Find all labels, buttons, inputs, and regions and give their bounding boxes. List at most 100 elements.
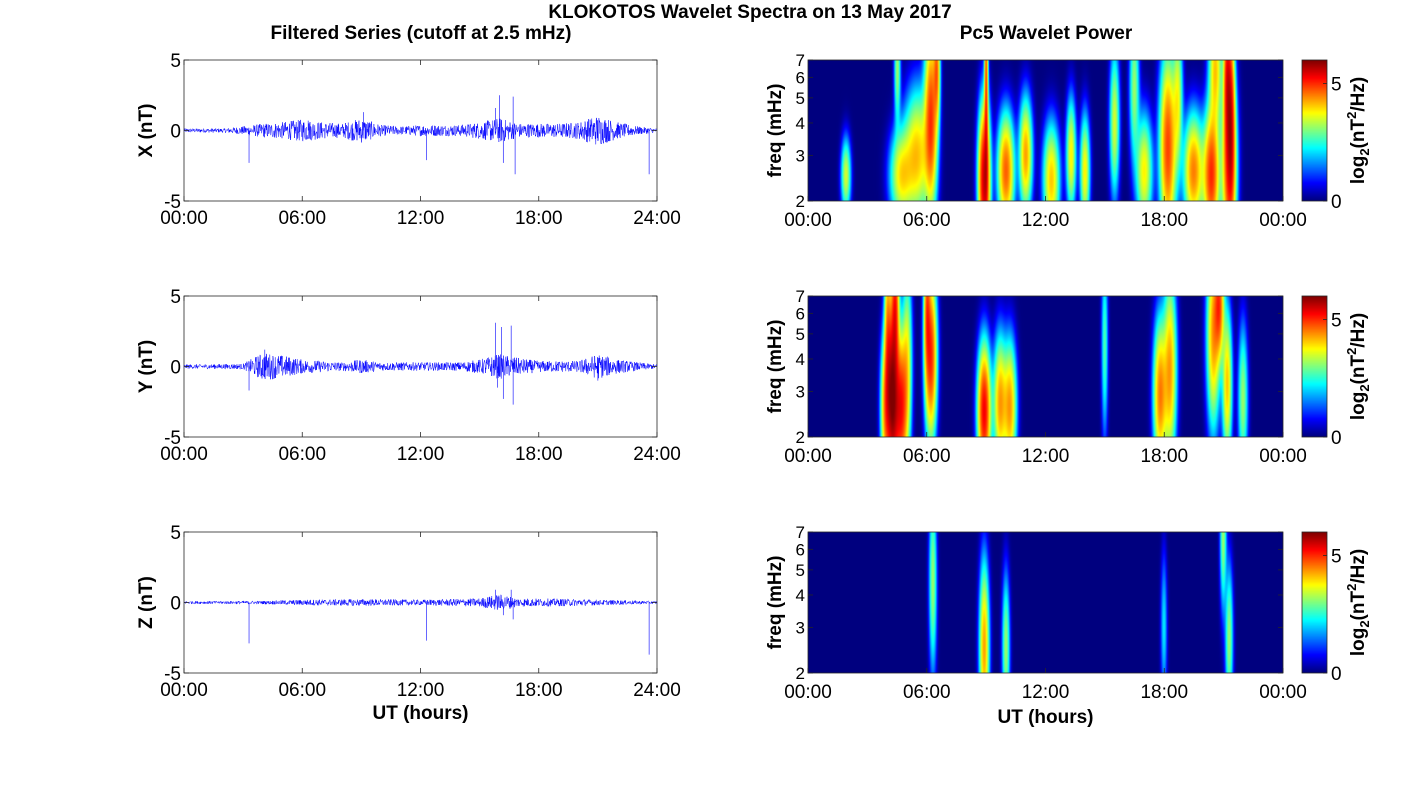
x-colorbar-tick-label: 0 (1331, 192, 1342, 213)
z-spectrum-ylabel: freq (mHz) (765, 556, 786, 650)
z-series-trace (183, 594, 658, 611)
figure-title: KLOKOTOS Wavelet Spectra on 13 May 2017 (548, 2, 951, 23)
z-colorbar-tick-label: 5 (1331, 547, 1342, 568)
z-series-xtick-label: 06:00 (278, 680, 326, 701)
x-series-xtick-label: 18:00 (515, 208, 563, 229)
z-spectrum-ytick-label: 2 (796, 664, 805, 683)
y-series-ytick-label: -5 (164, 428, 181, 449)
y-spectrum-xtick-label: 00:00 (1259, 446, 1307, 467)
x-spectrum-heatmap (808, 60, 1283, 201)
x-series-ytick-label: 0 (170, 122, 181, 143)
x-spectrum-ylabel: freq (mHz) (765, 84, 786, 178)
y-spectrum-ytick-label: 4 (796, 350, 805, 369)
y-series-xtick-label: 12:00 (397, 444, 445, 465)
z-spectrum-xtick-label: 12:00 (1022, 682, 1070, 703)
y-colorbar (1301, 295, 1328, 438)
x-colorbar-frame (1301, 59, 1328, 202)
z-series-xtick-label: 24:00 (633, 680, 681, 701)
x-series-ytick-label: 5 (170, 51, 181, 72)
x-colorbar (1301, 59, 1328, 202)
y-series-xtick-label: 06:00 (278, 444, 326, 465)
y-spectrum-xtick-label: 00:00 (784, 446, 832, 467)
y-spectrum-ytick-label: 3 (796, 382, 805, 401)
y-series-xtick-label: 18:00 (515, 444, 563, 465)
x-colorbar-label: log2(nT2/Hz) (1344, 77, 1372, 184)
y-series-ytick-label: 5 (170, 287, 181, 308)
y-spectrum-ytick-label: 5 (796, 325, 805, 344)
z-spectrum-xtick-label: 18:00 (1140, 682, 1188, 703)
y-colorbar-tick-label: 0 (1331, 428, 1342, 449)
z-spectrum-ytick-label: 5 (796, 561, 805, 580)
left-column-title: Filtered Series (cutoff at 2.5 mHz) (271, 23, 572, 44)
y-spectrum-ylabel: freq (mHz) (765, 320, 786, 414)
z-spectrum-xlabel: UT (hours) (997, 707, 1093, 728)
z-series-xtick-label: 18:00 (515, 680, 563, 701)
z-colorbar-tick-label: 0 (1331, 664, 1342, 685)
x-spectrum-ytick-label: 6 (796, 68, 805, 87)
y-colorbar-frame (1301, 295, 1328, 438)
x-series-xtick-label: 00:00 (160, 208, 208, 229)
x-series-xtick-label: 06:00 (278, 208, 326, 229)
z-colorbar-gradient (1302, 532, 1327, 673)
z-series-xtick-label: 00:00 (160, 680, 208, 701)
z-series-ylabel: Z (nT) (136, 576, 157, 629)
z-colorbar (1301, 531, 1328, 674)
y-spectrum-ytick-label: 6 (796, 304, 805, 323)
panels (183, 59, 1328, 674)
y-spectrum-xtick-label: 06:00 (903, 446, 951, 467)
y-series-trace (183, 353, 658, 380)
x-spectrum-ytick-label: 4 (796, 114, 805, 133)
x-spectrum-ytick-label: 2 (796, 192, 805, 211)
y-spectrum-xtick-label: 18:00 (1140, 446, 1188, 467)
z-spectrum-ytick-label: 6 (796, 540, 805, 559)
z-spectrum-ytick-label: 7 (796, 523, 805, 542)
y-series-xtick-label: 00:00 (160, 444, 208, 465)
y-series-ytick-label: 0 (170, 358, 181, 379)
z-spectrum-xtick-label: 06:00 (903, 682, 951, 703)
x-series-trace (183, 117, 657, 145)
y-spectrum-xtick-label: 12:00 (1022, 446, 1070, 467)
z-spectrum-xtick-label: 00:00 (1259, 682, 1307, 703)
x-series-panel (183, 59, 658, 202)
z-series-xtick-label: 12:00 (397, 680, 445, 701)
x-spectrum-panel (807, 59, 1284, 202)
x-series-axes (183, 59, 658, 202)
z-series-xlabel: UT (hours) (372, 703, 468, 724)
y-spectrum-heatmap (808, 296, 1283, 437)
z-spectrum-ytick-label: 4 (796, 586, 805, 605)
y-colorbar-label: log2(nT2/Hz) (1344, 313, 1372, 420)
z-series-ytick-label: 0 (170, 594, 181, 615)
y-spectrum-ytick-label: 7 (796, 287, 805, 306)
z-series-ytick-label: -5 (164, 664, 181, 685)
y-series-panel (183, 295, 658, 438)
x-spectrum-ytick-label: 3 (796, 146, 805, 165)
y-spectrum-ytick-label: 2 (796, 428, 805, 447)
x-spectrum-ytick-label: 7 (796, 51, 805, 70)
x-spectrum-xtick-label: 18:00 (1140, 210, 1188, 231)
x-spectrum-xtick-label: 12:00 (1022, 210, 1070, 231)
text-labels: 50-500:00 06:00 12:00 18:00 24:00X (nT)76543… (136, 51, 1372, 728)
y-spectrum-panel (807, 295, 1284, 438)
x-colorbar-tick-label: 5 (1331, 75, 1342, 96)
z-colorbar-label: log2(nT2/Hz) (1344, 549, 1372, 656)
x-spectrum-ytick-label: 5 (796, 89, 805, 108)
x-colorbar-gradient (1302, 60, 1327, 201)
x-spectrum-xtick-label: 06:00 (903, 210, 951, 231)
z-series-panel (183, 531, 658, 674)
x-series-ylabel: X (nT) (136, 104, 157, 158)
y-series-xtick-label: 24:00 (633, 444, 681, 465)
z-spectrum-xtick-label: 00:00 (784, 682, 832, 703)
x-series-xtick-label: 12:00 (397, 208, 445, 229)
x-spectrum-xtick-label: 00:00 (1259, 210, 1307, 231)
z-spectrum-panel (807, 531, 1284, 674)
z-spectrum-heatmap (808, 532, 1283, 673)
y-colorbar-tick-label: 5 (1331, 311, 1342, 332)
x-spectrum-xtick-label: 00:00 (784, 210, 832, 231)
y-series-ylabel: Y (nT) (136, 340, 157, 393)
x-series-ytick-label: -5 (164, 192, 181, 213)
z-spectrum-ytick-label: 3 (796, 618, 805, 637)
y-colorbar-gradient (1302, 296, 1327, 437)
z-series-ytick-label: 5 (170, 523, 181, 544)
z-colorbar-frame (1301, 531, 1328, 674)
